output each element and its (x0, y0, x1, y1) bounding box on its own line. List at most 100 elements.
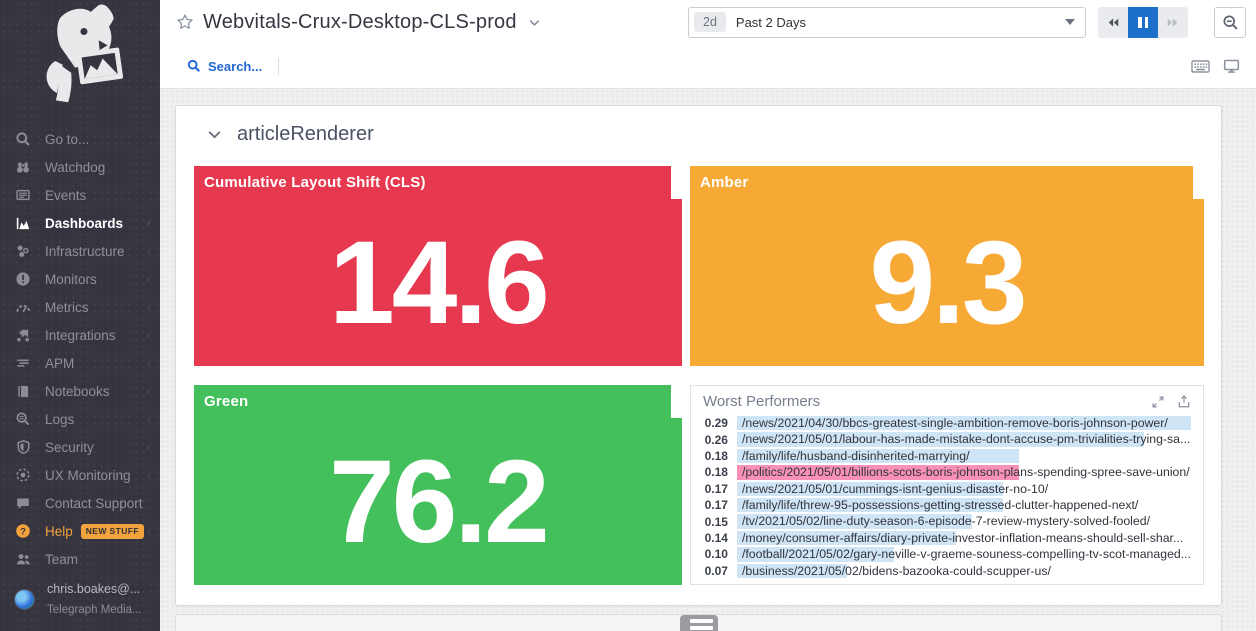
worst-performer-row: 0.18/family/life/husband-disinherited-ma… (691, 448, 1191, 464)
sidebar-item-goto[interactable]: Go to... (0, 125, 160, 153)
dashboard-canvas: articleRenderer Cumulative Layout Shift … (160, 89, 1256, 631)
expand-widget-icon[interactable] (1151, 395, 1165, 409)
row-value: 0.07 (704, 563, 728, 578)
row-url-link[interactable]: /tv/2021/05/02/line-duty-season-6-episod… (741, 514, 1150, 529)
query-value-widget-cls[interactable]: Cumulative Layout Shift (CLS) 14.6 (194, 166, 682, 366)
sidebar-item-watchdog[interactable]: Watchdog (0, 153, 160, 181)
query-value-widget-green[interactable]: Green 76.2 (194, 385, 682, 585)
zoom-out-button[interactable] (1214, 6, 1246, 38)
notebooks-icon (14, 383, 32, 399)
sidebar-item-label: Watchdog (45, 159, 106, 175)
pause-button[interactable] (1128, 6, 1158, 38)
widget-title: Cumulative Layout Shift (CLS) (204, 174, 426, 191)
sidebar-item-label: Security (45, 439, 94, 455)
sidebar-item-security[interactable]: Security › (0, 433, 160, 461)
title-chevron-down-icon[interactable] (527, 15, 542, 30)
forward-button[interactable] (1158, 6, 1188, 38)
keyboard-shortcuts-icon[interactable] (1191, 59, 1210, 74)
rewind-button[interactable] (1098, 6, 1128, 38)
sidebar-item-help[interactable]: ? Help NEW STUFF › (0, 517, 160, 545)
row-url-link[interactable]: /politics/2021/05/01/billions-scots-bori… (741, 465, 1190, 480)
events-icon (14, 187, 32, 203)
row-url-link[interactable]: /news/2021/05/01/labour-has-made-mistake… (741, 432, 1191, 447)
toplist-widget-icon[interactable] (679, 615, 718, 631)
section-title: articleRenderer (237, 123, 374, 145)
sidebar-item-integrations[interactable]: Integrations › (0, 321, 160, 349)
sidebar-item-notebooks[interactable]: Notebooks › (0, 377, 160, 405)
widget-value: 9.3 (869, 216, 1027, 349)
row-url-link[interactable]: /family/life/husband-disinherited-marryi… (741, 448, 970, 463)
export-widget-icon[interactable] (1177, 394, 1191, 409)
sidebar-item-team[interactable]: Team (0, 545, 160, 573)
sidebar-nav: Go to... Watchdog Events Dashboards › Infrast… (0, 125, 160, 573)
sidebar-item-label: Metrics (45, 299, 89, 315)
svg-text:?: ? (20, 526, 26, 537)
sidebar-item-apm[interactable]: APM › (0, 349, 160, 377)
sidebar: Go to... Watchdog Events Dashboards › Infrast… (0, 0, 160, 631)
dashboard-title: Webvitals-Crux-Desktop-CLS-prod (203, 10, 517, 33)
sidebar-item-contact-support[interactable]: Contact Support (0, 489, 160, 517)
search-icon (14, 131, 32, 147)
favorite-star-icon[interactable] (176, 13, 194, 31)
sidebar-item-label: Help (45, 523, 73, 539)
apm-icon (14, 355, 32, 371)
query-value-widget-amber[interactable]: Amber 9.3 (689, 166, 1204, 366)
worst-performer-row: 0.10/football/2021/05/02/gary-neville-v-… (691, 546, 1191, 562)
time-range-badge: 2d (694, 12, 726, 32)
team-icon (14, 551, 32, 567)
tv-mode-icon[interactable] (1223, 58, 1240, 74)
worst-performer-row: 0.26/news/2021/05/01/labour-has-made-mis… (691, 431, 1191, 447)
new-stuff-badge: NEW STUFF (80, 523, 144, 539)
row-url-link[interactable]: /money/consumer-affairs/diary-private-in… (741, 530, 1184, 545)
search-icon (187, 59, 201, 73)
time-range-selector[interactable]: 2d Past 2 Days (688, 6, 1086, 38)
chevron-right-icon: › (146, 441, 150, 453)
row-data-bar (736, 432, 1145, 447)
row-url-link[interactable]: /business/2021/05/02/bidens-bazooka-coul… (741, 563, 1051, 578)
worst-performers-widget: Worst Performers 0.29/news/2021/04/30/b (689, 385, 1204, 585)
worst-performer-row: 0.15/tv/2021/05/02/line-duty-season-6-ep… (691, 513, 1191, 529)
sidebar-item-infrastructure[interactable]: Infrastructure › (0, 237, 160, 265)
datadog-logo[interactable] (0, 0, 160, 125)
sidebar-item-events[interactable]: Events (0, 181, 160, 209)
chevron-right-icon: › (146, 525, 150, 537)
worst-performers-table: 0.29/news/2021/04/30/bbcs-greatest-singl… (691, 412, 1203, 585)
widget-value: 76.2 (329, 435, 550, 568)
sidebar-item-monitors[interactable]: Monitors › (0, 265, 160, 293)
topbar-search-row: Search... (176, 44, 1246, 88)
sidebar-item-ux-monitoring[interactable]: UX Monitoring › (0, 461, 160, 489)
chevron-right-icon: › (146, 217, 150, 229)
row-value: 0.29 (704, 416, 728, 431)
section-collapse-chevron-icon (206, 126, 223, 143)
main-area: Webvitals-Crux-Desktop-CLS-prod 2d Past … (160, 0, 1256, 631)
widget-title: Green (204, 393, 249, 410)
sidebar-item-dashboards[interactable]: Dashboards › (0, 209, 160, 237)
sidebar-item-logs[interactable]: Logs › (0, 405, 160, 433)
row-url-link[interactable]: /football/2021/05/02/gary-neville-v-grae… (741, 547, 1191, 562)
section-card: articleRenderer Cumulative Layout Shift … (175, 105, 1222, 606)
chevron-right-icon: › (146, 245, 150, 257)
search-label: Search... (208, 58, 263, 74)
datadog-dog-icon (46, 4, 124, 103)
widget-grid: Cumulative Layout Shift (CLS) 14.6 Amber… (194, 166, 1204, 585)
pause-icon (1138, 16, 1148, 28)
sidebar-item-label: Go to... (45, 131, 90, 147)
widget-value: 14.6 (329, 216, 550, 349)
sidebar-item-metrics[interactable]: Metrics › (0, 293, 160, 321)
worst-performer-row: 0.17/news/2021/05/01/cummings-isnt-geniu… (691, 481, 1191, 497)
user-menu[interactable]: chris.boakes@... Telegraph Media... (0, 573, 160, 631)
time-range-caret-icon (1065, 19, 1075, 25)
row-url-link[interactable]: /news/2021/05/01/cummings-isnt-genius-di… (741, 481, 1049, 496)
chevron-right-icon: › (146, 469, 150, 481)
next-section-card (175, 614, 1222, 631)
sidebar-item-label: Team (45, 551, 79, 567)
row-url-link[interactable]: /family/life/threw-95-possessions-gettin… (741, 497, 1139, 512)
topbar-title-row: Webvitals-Crux-Desktop-CLS-prod 2d Past … (176, 0, 1246, 44)
search-link[interactable]: Search... (187, 59, 262, 74)
section-header[interactable]: articleRenderer (176, 106, 1221, 159)
row-data-bar (736, 416, 1191, 431)
row-value: 0.17 (704, 498, 728, 513)
row-url-link[interactable]: /news/2021/04/30/bbcs-greatest-single-am… (741, 416, 1168, 430)
row-data-bar (736, 547, 894, 562)
